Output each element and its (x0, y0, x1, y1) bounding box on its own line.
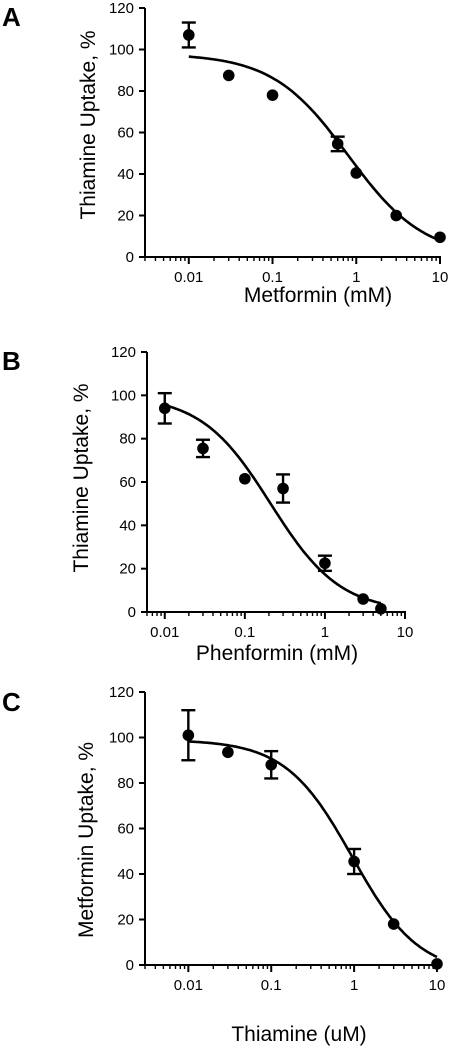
panel-letter: B (2, 346, 21, 376)
y-tick-label: 80 (117, 775, 134, 792)
x-tick-label: 10 (429, 977, 446, 994)
y-tick-label: 0 (126, 249, 134, 266)
y-axis-label: Thiamine Uptake, % (77, 30, 100, 219)
y-tick-label: 0 (126, 957, 134, 974)
y-tick-label: 100 (109, 42, 134, 59)
data-point (266, 89, 279, 101)
data-point (431, 958, 443, 970)
data-point (197, 442, 209, 455)
data-point (239, 472, 251, 485)
y-tick-label: 20 (117, 208, 134, 225)
data-point (357, 593, 369, 605)
x-tick-label: 1 (350, 977, 358, 994)
y-tick-label: 60 (117, 821, 134, 838)
plot-area: 0 20 40 60 80 100 120 0.01 0.1 1 10 (111, 344, 413, 641)
plot-area: 0 20 40 60 80 100 120 0.01 0.1 1 10 (109, 684, 445, 994)
panel-a: A Metformin (mM) Thiamine Uptake, % 0 20 4… (2, 0, 448, 307)
data-point (158, 402, 171, 415)
data-point (182, 729, 195, 742)
data-point (375, 602, 387, 615)
data-point (390, 209, 403, 222)
x-tick-label: 0.1 (234, 624, 255, 641)
x-tick-label: 0.01 (174, 269, 203, 286)
data-point (182, 29, 195, 41)
x-tick-label: 1 (352, 269, 360, 286)
data-point (350, 167, 363, 179)
x-tick-label: 0.1 (262, 269, 283, 286)
y-tick-label: 20 (117, 912, 134, 929)
x-tick-label: 0.01 (174, 977, 203, 994)
y-tick-label: 0 (128, 604, 136, 621)
y-axis-label: Thiamine Uptake, % (70, 383, 93, 572)
y-tick-label: 40 (117, 866, 134, 883)
y-tick-label: 20 (119, 561, 136, 578)
panel-c: C Thiamine (uM) Metformin Uptake, % 0 20 4… (2, 684, 445, 1046)
data-point (348, 855, 360, 868)
y-tick-label: 80 (117, 83, 134, 100)
x-axis-label: Phenformin (mM) (196, 642, 358, 665)
x-axis-label: Thiamine (uM) (231, 1023, 366, 1046)
data-point (319, 557, 331, 570)
data-point (331, 138, 344, 150)
y-tick-label: 60 (119, 474, 136, 491)
y-tick-label: 40 (117, 166, 134, 183)
y-tick-label: 60 (117, 125, 134, 142)
x-tick-label: 0.1 (261, 977, 282, 994)
x-tick-label: 1 (321, 624, 329, 641)
panel-letter: A (2, 2, 21, 32)
y-tick-label: 80 (119, 431, 136, 448)
data-point (387, 918, 400, 930)
fit-curve (188, 55, 441, 242)
panel-letter: C (2, 687, 21, 717)
y-axis-label: Metformin Uptake, % (75, 742, 98, 938)
x-tick-label: 10 (397, 624, 414, 641)
y-tick-label: 120 (109, 684, 134, 701)
y-tick-label: 100 (111, 387, 136, 404)
x-tick-label: 10 (432, 269, 449, 286)
x-axis-label: Metformin (mM) (244, 284, 392, 307)
plot-area: 0 20 40 60 80 100 120 0.01 0.1 1 10 (109, 0, 448, 286)
data-point (434, 231, 446, 244)
y-tick-label: 100 (109, 730, 134, 747)
data-point (277, 482, 289, 495)
data-point (222, 746, 234, 759)
x-tick-label: 0.01 (150, 624, 179, 641)
fit-curve (164, 403, 382, 605)
y-tick-label: 120 (111, 344, 136, 361)
data-point (222, 69, 235, 82)
data-point (265, 759, 278, 771)
fit-curve (188, 740, 438, 959)
panel-b: B Phenformin (mM) Thiamine Uptake, % 0 20… (2, 344, 413, 665)
y-tick-label: 120 (109, 0, 134, 17)
y-tick-label: 40 (119, 517, 136, 534)
